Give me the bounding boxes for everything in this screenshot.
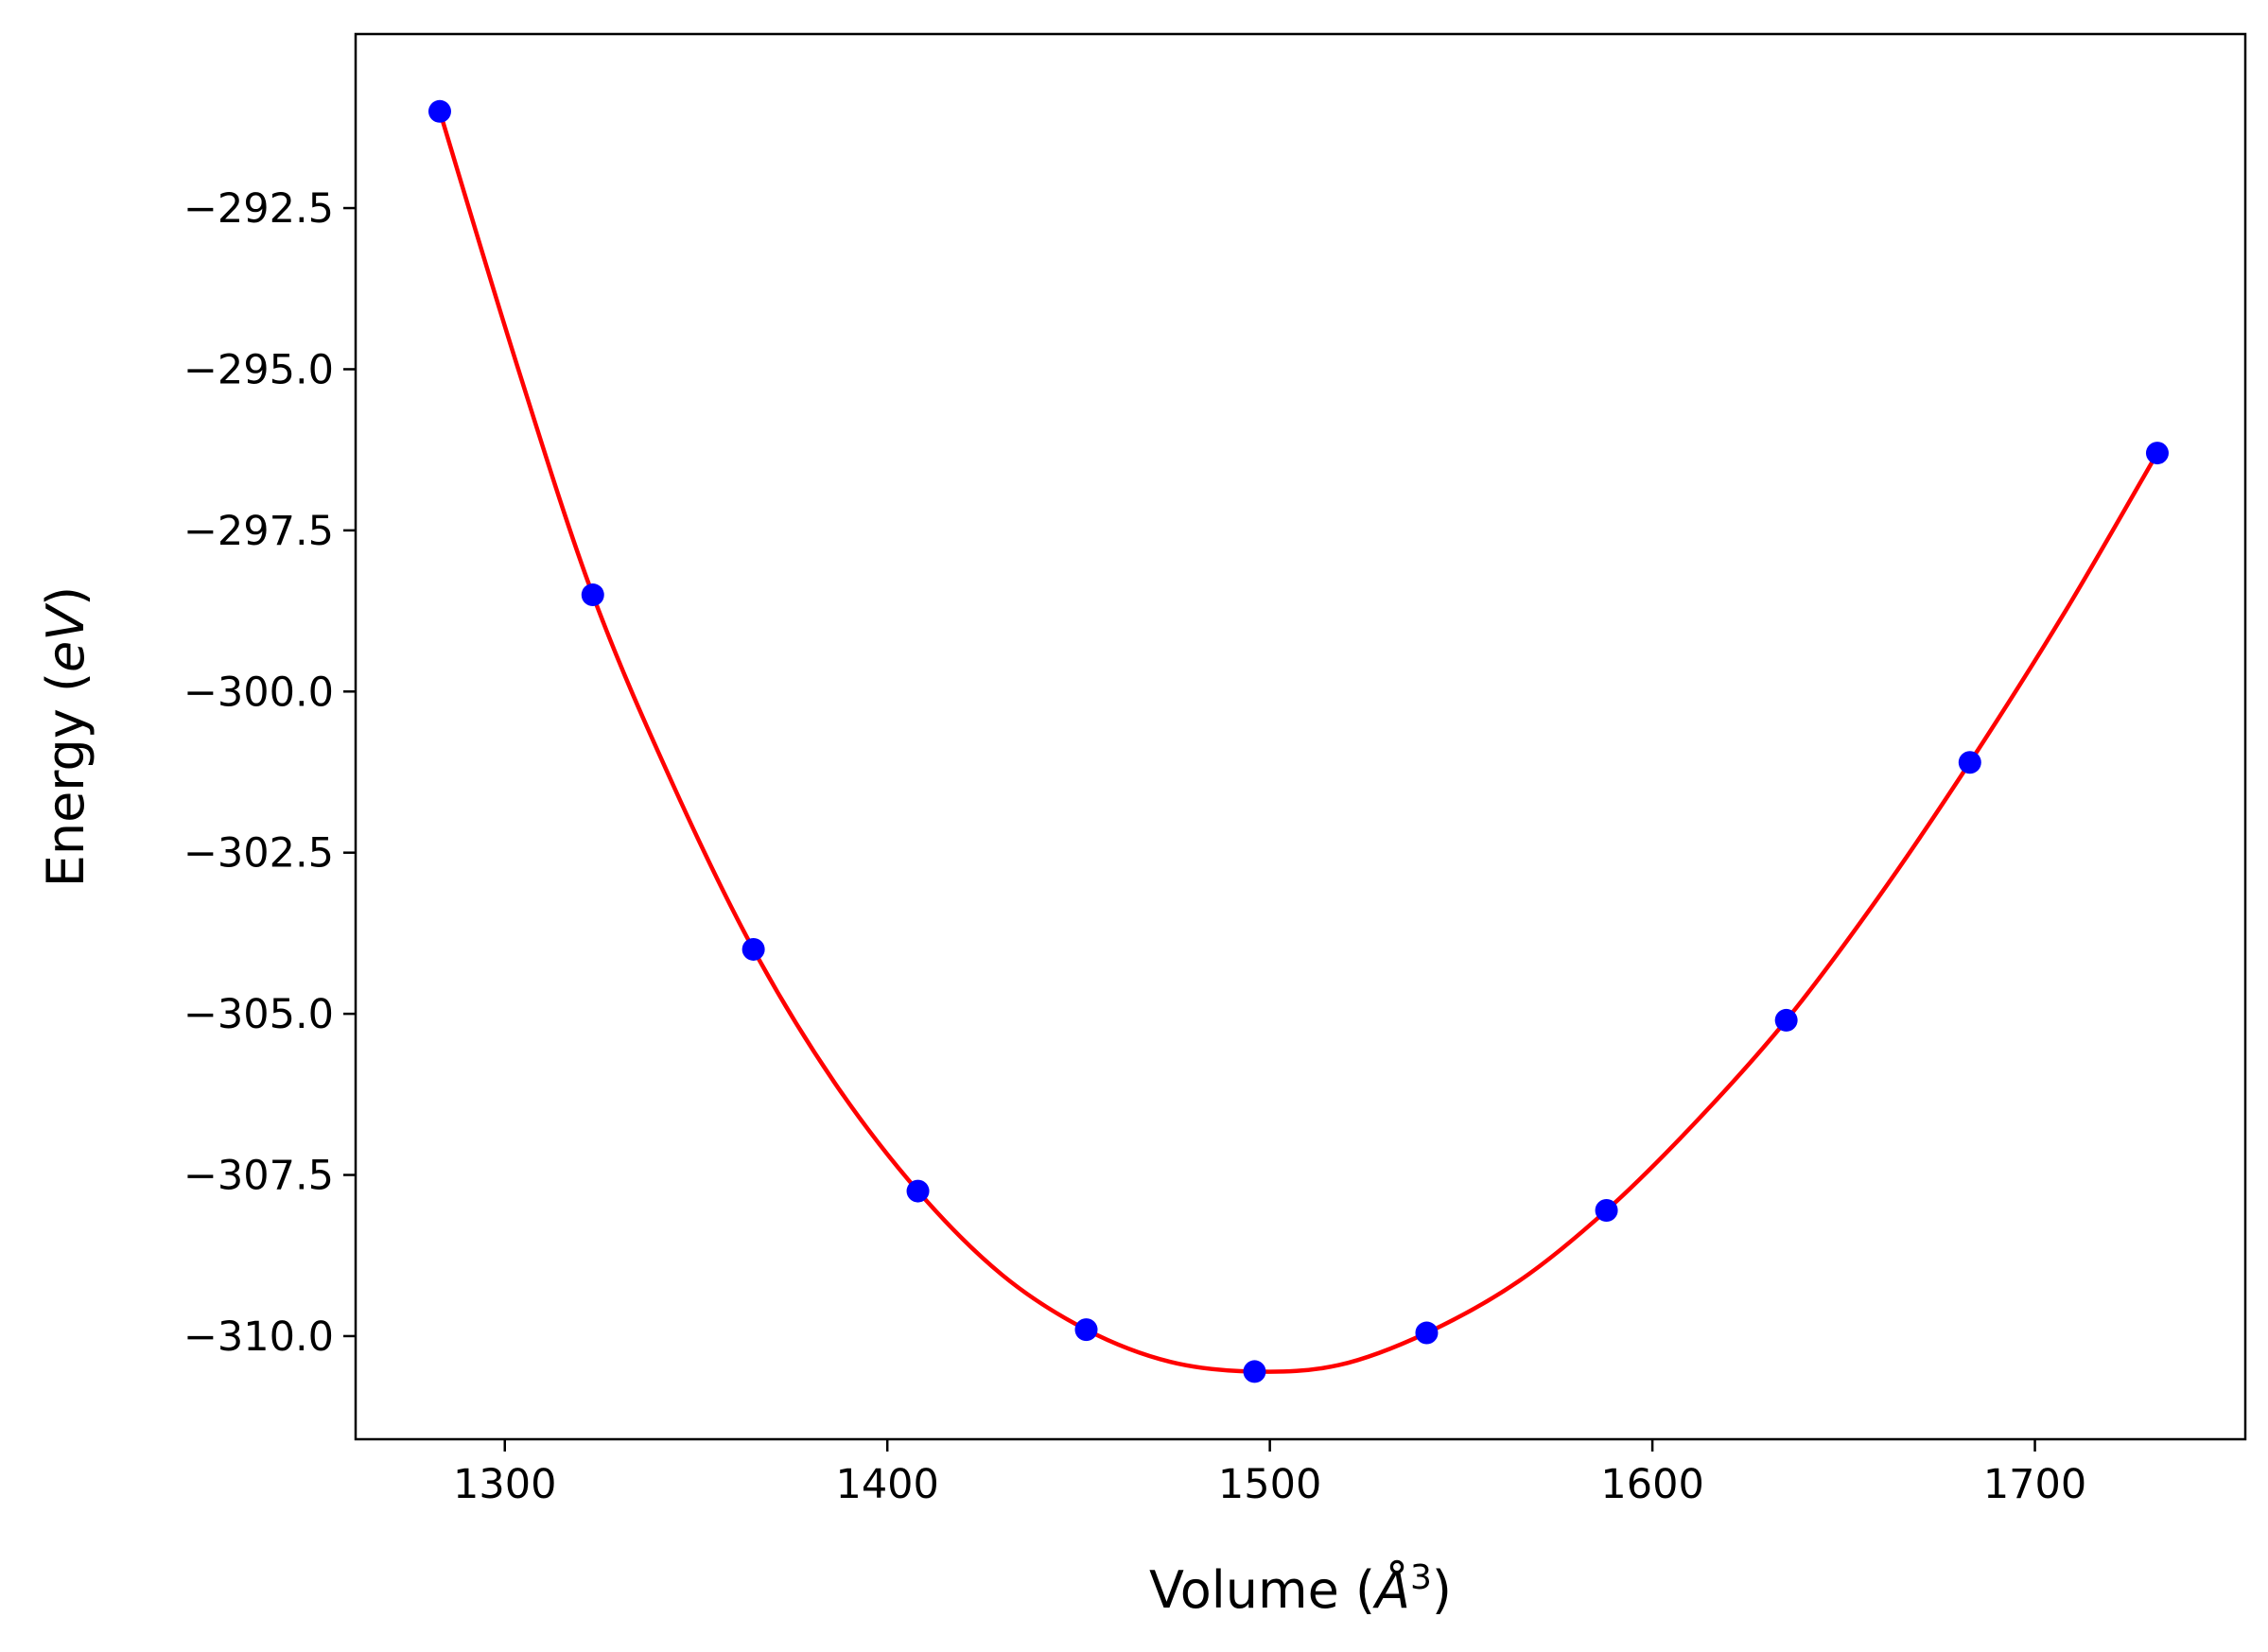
x-tick-label: 1400 bbox=[835, 1461, 938, 1508]
y-tick-label: −292.5 bbox=[183, 185, 334, 233]
fit-curve-line bbox=[437, 111, 2159, 1374]
y-axis-label: Energy (eV) bbox=[36, 586, 96, 888]
data-point bbox=[1243, 1360, 1266, 1383]
x-tick-label: 1700 bbox=[1983, 1461, 2086, 1508]
data-point bbox=[1415, 1321, 1439, 1345]
y-tick-label: −310.0 bbox=[183, 1313, 334, 1361]
x-axis-label: Volume (Å3) bbox=[1149, 1558, 1452, 1621]
y-axis-ticks: −292.5 −295.0 −297.5 −300.0 −302.5 −305.0 −307… bbox=[183, 185, 356, 1361]
fit-curve-layer bbox=[437, 111, 2159, 1374]
x-tick-label: 1500 bbox=[1218, 1461, 1321, 1508]
plot-frame bbox=[354, 32, 2247, 1441]
y-tick-label: −297.5 bbox=[183, 508, 334, 555]
data-point bbox=[1074, 1318, 1098, 1342]
data-points-layer bbox=[427, 99, 2169, 1383]
y-tick-label: −305.0 bbox=[183, 991, 334, 1038]
y-tick-label: −300.0 bbox=[183, 669, 334, 716]
data-point bbox=[1595, 1199, 1618, 1223]
x-axis-ticks: 1300 1400 1500 1600 1700 bbox=[453, 1439, 2086, 1508]
data-point bbox=[1958, 751, 1981, 774]
data-point bbox=[1774, 1008, 1798, 1032]
x-tick-label: 1600 bbox=[1600, 1461, 1703, 1508]
x-tick-label: 1300 bbox=[453, 1461, 556, 1508]
y-tick-label: −307.5 bbox=[183, 1153, 334, 1200]
y-tick-label: −302.5 bbox=[183, 830, 334, 878]
data-point bbox=[741, 937, 765, 961]
data-point bbox=[906, 1179, 930, 1203]
data-point bbox=[427, 99, 451, 123]
data-point bbox=[2145, 442, 2169, 465]
data-point bbox=[581, 583, 604, 607]
y-tick-label: −295.0 bbox=[183, 346, 334, 393]
